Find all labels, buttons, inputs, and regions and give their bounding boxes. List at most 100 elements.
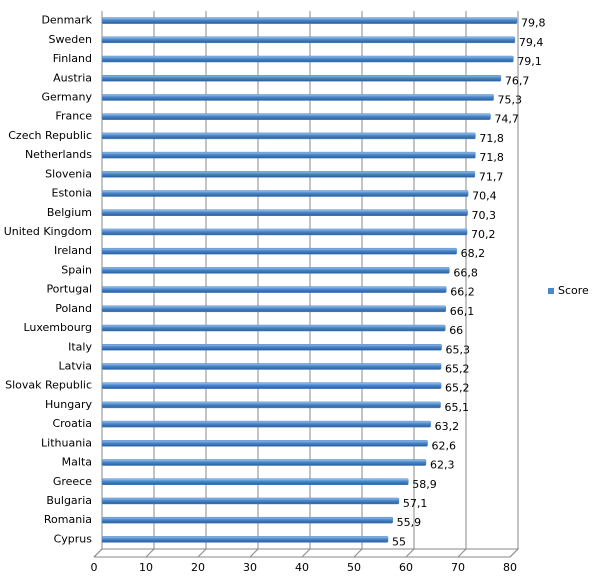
bar — [101, 305, 446, 313]
grid-line — [457, 11, 467, 558]
y-tick-label: Portugal — [46, 283, 92, 296]
legend-label: Score — [558, 284, 589, 297]
y-tick-label: Poland — [55, 302, 92, 315]
value-label: 65,2 — [445, 362, 470, 375]
bar — [101, 36, 516, 44]
bar — [101, 94, 494, 101]
value-label: 66,2 — [450, 286, 475, 299]
y-tick-label: United Kingdom — [4, 225, 92, 238]
x-tick-label: 60 — [399, 561, 413, 574]
grid-line — [145, 11, 155, 558]
x-tick-label: 10 — [139, 561, 153, 574]
bar — [101, 478, 409, 485]
bar — [101, 228, 468, 236]
value-label: 71,8 — [479, 132, 504, 145]
x-tick-label: 20 — [191, 561, 205, 574]
value-label: 68,2 — [461, 247, 486, 260]
grid-line — [93, 11, 103, 558]
bar — [101, 401, 441, 409]
value-label: 65,1 — [445, 401, 470, 414]
bar — [101, 75, 502, 82]
value-label: 62,3 — [430, 459, 455, 472]
y-tick-label: Italy — [68, 340, 92, 353]
bar — [101, 536, 389, 543]
y-tick-label: Denmark — [41, 14, 92, 27]
value-label: 79,4 — [519, 36, 544, 49]
value-label: 62,6 — [432, 439, 457, 452]
bar — [101, 151, 476, 159]
value-label: 70,2 — [471, 228, 496, 241]
y-tick-label: Lithuania — [41, 436, 92, 449]
value-label: 70,3 — [472, 209, 497, 222]
y-tick-label: Estonia — [52, 187, 93, 200]
grid-line — [353, 11, 363, 558]
value-label: 71,8 — [479, 151, 504, 164]
grid-line — [249, 11, 259, 558]
y-tick-label: Cyprus — [54, 532, 93, 545]
y-tick-label: Ireland — [54, 244, 92, 257]
bar — [101, 55, 514, 63]
bar — [101, 324, 446, 332]
value-label: 75,3 — [498, 93, 523, 106]
value-label: 76,7 — [505, 74, 529, 87]
value-label: 66,1 — [450, 305, 475, 318]
x-tick-label: 40 — [295, 561, 309, 574]
bar — [101, 286, 447, 293]
y-tick-label: Germany — [41, 90, 92, 103]
bar — [101, 363, 442, 370]
y-tick-label: Latvia — [59, 359, 93, 372]
x-tick-label: 50 — [347, 561, 361, 574]
y-tick-label: Croatia — [52, 417, 92, 430]
y-tick-label: France — [55, 110, 92, 123]
y-tick-label: Bulgaria — [46, 494, 92, 507]
value-label: 79,8 — [521, 17, 546, 30]
y-tick-label: Belgium — [47, 206, 92, 219]
bar — [101, 267, 450, 274]
y-tick-label: Sweden — [49, 33, 92, 46]
y-tick-label: Austria — [53, 71, 92, 84]
value-label: 58,9 — [412, 478, 437, 491]
x-tick-label: 80 — [503, 561, 517, 574]
value-label: 65,3 — [446, 343, 471, 356]
bar — [101, 113, 491, 120]
value-label: 70,4 — [472, 190, 497, 203]
value-label: 63,2 — [435, 420, 460, 433]
value-label: 79,1 — [517, 55, 542, 68]
bar — [101, 440, 428, 447]
bar — [101, 344, 442, 351]
bar — [101, 247, 457, 255]
x-tick-label: 0 — [91, 561, 98, 574]
y-tick-label: Malta — [62, 456, 92, 469]
bar — [101, 171, 476, 178]
y-tick-label: Romania — [44, 513, 92, 526]
bar — [101, 420, 431, 428]
plot-frame — [93, 11, 520, 558]
value-label: 71,7 — [479, 170, 504, 183]
y-tick-label: Luxembourg — [23, 321, 92, 334]
legend-swatch — [548, 288, 554, 294]
x-tick-label: 30 — [243, 561, 257, 574]
value-label: 55,9 — [397, 516, 422, 529]
y-tick-label: Finland — [53, 52, 92, 65]
bar — [101, 190, 469, 197]
y-tick-label: Greece — [53, 475, 92, 488]
y-tick-label: Czech Republic — [8, 129, 92, 142]
bar — [101, 132, 476, 140]
grid-line — [405, 11, 415, 558]
y-tick-label: Spain — [61, 263, 92, 276]
bar — [101, 497, 400, 505]
value-label: 74,7 — [494, 113, 519, 126]
bar — [101, 382, 442, 389]
grid-line — [197, 11, 207, 558]
bar — [101, 459, 427, 466]
value-label: 65,2 — [445, 382, 470, 395]
bar — [101, 17, 518, 24]
value-label: 66,8 — [453, 266, 478, 279]
value-label: 66 — [449, 324, 463, 337]
grid-line — [509, 11, 519, 558]
bar — [101, 209, 468, 216]
y-tick-label: Netherlands — [25, 148, 92, 161]
y-tick-label: Slovak Republic — [5, 379, 92, 392]
value-label: 57,1 — [403, 497, 428, 510]
